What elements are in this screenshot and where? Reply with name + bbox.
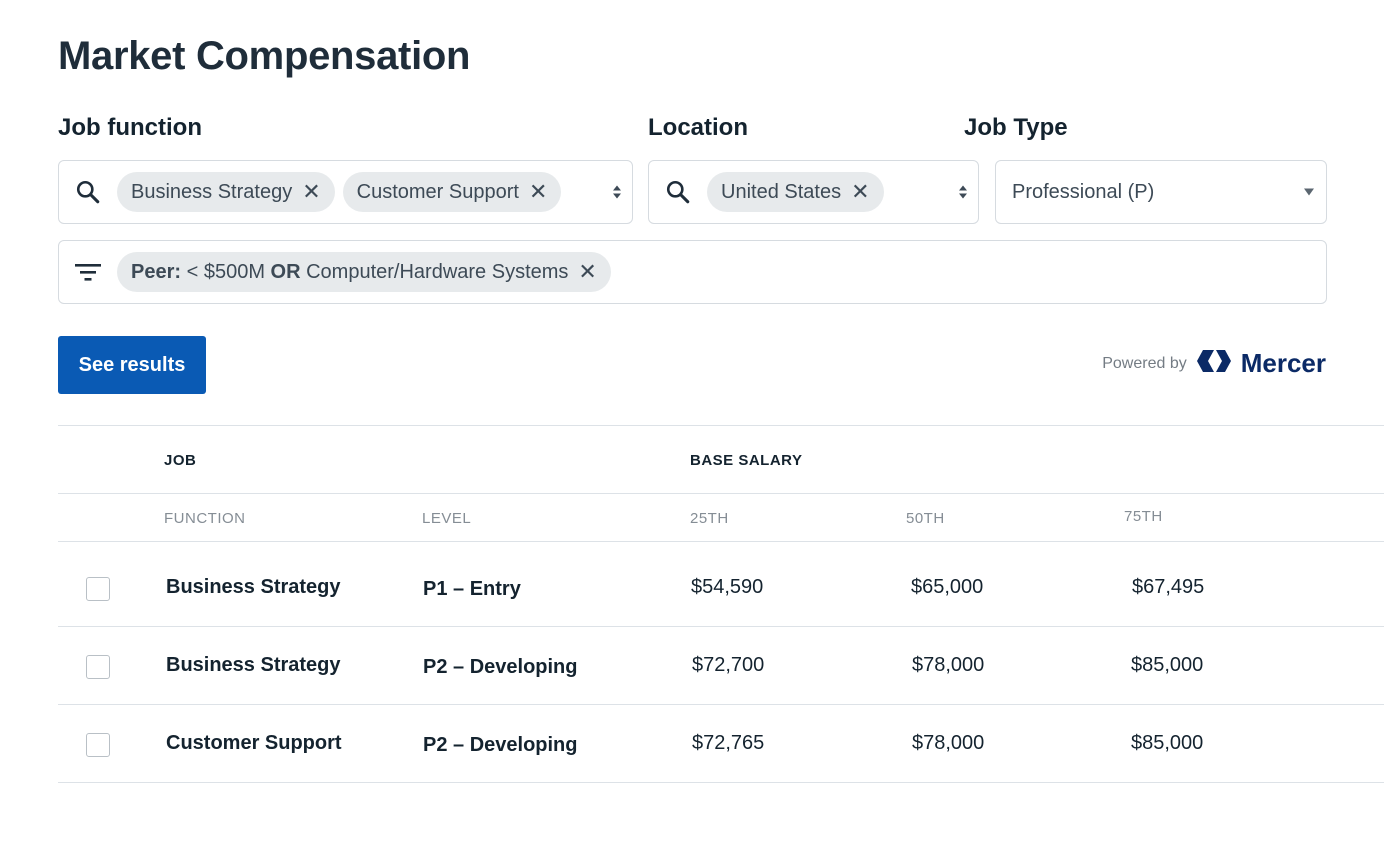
chevron-down-icon: [1304, 188, 1314, 196]
filter-icon: [59, 241, 117, 303]
job-type-value: Professional (P): [1012, 180, 1155, 203]
cell-level: P2 – Developing: [423, 734, 578, 756]
remove-chip-icon[interactable]: ✕: [851, 179, 870, 204]
peer-part2: Computer/Hardware Systems: [306, 260, 569, 283]
row-checkbox[interactable]: [86, 733, 110, 757]
chip-label: United States: [721, 180, 842, 203]
peer-operator: OR: [270, 260, 301, 283]
cell-level: P1 – Entry: [423, 578, 521, 600]
table-row: Customer Support P2 – Developing $72,765…: [58, 704, 1384, 782]
sort-arrows-icon[interactable]: [612, 185, 622, 199]
powered-by-text: Powered by: [1102, 354, 1187, 372]
header-divider: [58, 493, 1384, 494]
cell-p75: $85,000: [1131, 654, 1204, 676]
peer-part1: < $500M: [186, 260, 265, 283]
powered-by: Powered by Mercer: [1102, 348, 1326, 379]
cell-p25: $72,765: [692, 732, 765, 754]
cell-p50: $78,000: [912, 732, 985, 754]
header-job: JOB: [164, 452, 197, 469]
subheader-divider: [58, 541, 1384, 542]
subheader-level: LEVEL: [422, 510, 472, 527]
row-divider: [58, 704, 1384, 705]
remove-chip-icon[interactable]: ✕: [578, 259, 597, 284]
cell-p25: $54,590: [691, 576, 764, 598]
cell-level: P2 – Developing: [423, 656, 578, 678]
cell-p25: $72,700: [692, 654, 765, 676]
chip-customer-support: Customer Support ✕: [342, 172, 562, 212]
see-results-button[interactable]: See results: [58, 336, 206, 394]
job-type-label: Job Type: [964, 114, 1068, 141]
table-row: Business Strategy P1 – Entry $54,590 $65…: [58, 548, 1384, 626]
peer-filter[interactable]: Peer: < $500M OR Computer/Hardware Syste…: [58, 240, 1327, 304]
location-label: Location: [648, 114, 748, 141]
remove-chip-icon[interactable]: ✕: [302, 179, 321, 204]
cell-p50: $78,000: [912, 654, 985, 676]
subheader-50th: 50TH: [906, 510, 945, 527]
row-checkbox[interactable]: [86, 655, 110, 679]
mercer-logo-icon: [1196, 350, 1231, 377]
job-type-dropdown[interactable]: Professional (P): [995, 160, 1327, 224]
job-function-select[interactable]: Business Strategy ✕ Customer Support ✕: [58, 160, 633, 224]
chip-united-states: United States ✕: [707, 172, 884, 212]
search-icon: [59, 161, 117, 223]
table-row: Business Strategy P2 – Developing $72,70…: [58, 626, 1384, 704]
table-top-divider: [58, 425, 1384, 426]
row-checkbox[interactable]: [86, 577, 110, 601]
subheader-25th: 25TH: [690, 510, 729, 527]
chip-peer: Peer: < $500M OR Computer/Hardware Syste…: [117, 252, 611, 292]
location-select[interactable]: United States ✕: [648, 160, 979, 224]
sort-arrows-icon[interactable]: [958, 185, 968, 199]
row-divider: [58, 626, 1384, 627]
brand-name: Mercer: [1240, 348, 1326, 378]
header-base-salary: BASE SALARY: [690, 452, 803, 469]
search-icon: [649, 161, 707, 223]
cell-p50: $65,000: [911, 576, 984, 598]
cell-function: Customer Support: [166, 732, 342, 754]
subheader-function: FUNCTION: [164, 510, 246, 527]
chip-label: Business Strategy: [131, 180, 293, 203]
chip-label: Customer Support: [356, 180, 519, 203]
peer-prefix: Peer:: [131, 260, 182, 283]
subheader-75th: 75TH: [1124, 508, 1163, 525]
table-bottom-divider: [58, 782, 1384, 783]
chip-business-strategy: Business Strategy ✕: [117, 172, 335, 212]
cell-p75: $85,000: [1131, 732, 1204, 754]
page-title: Market Compensation: [58, 34, 471, 78]
cell-function: Business Strategy: [166, 654, 341, 676]
cell-function: Business Strategy: [166, 576, 341, 598]
remove-chip-icon[interactable]: ✕: [528, 179, 548, 204]
cell-p75: $67,495: [1132, 576, 1205, 598]
job-function-label: Job function: [58, 114, 202, 141]
